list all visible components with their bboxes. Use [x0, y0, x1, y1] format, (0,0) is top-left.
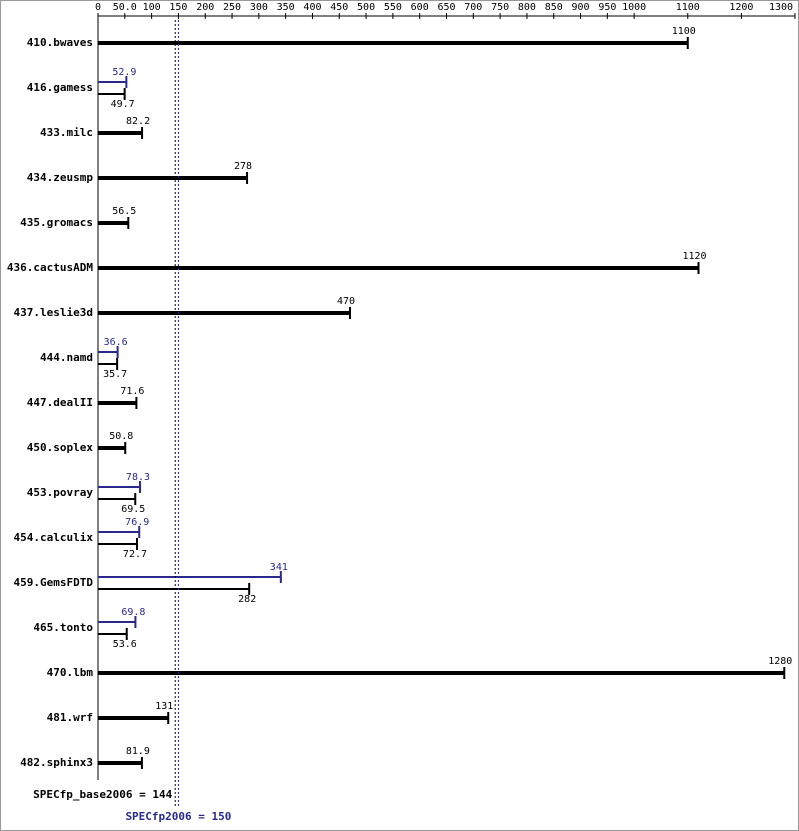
value-label: 76.9	[125, 517, 149, 528]
value-label: 52.9	[112, 67, 136, 78]
value-label: 341	[270, 562, 288, 573]
value-label: 278	[234, 161, 252, 172]
x-tick-label: 750	[491, 2, 509, 13]
category-label: 437.leslie3d	[14, 306, 93, 319]
category-label: 435.gromacs	[20, 216, 93, 229]
x-tick-label: 900	[572, 2, 590, 13]
x-tick-label: 1100	[676, 2, 700, 13]
category-label: 482.sphinx3	[20, 756, 93, 769]
value-label: 78.3	[126, 472, 150, 483]
x-tick-label: 550	[384, 2, 402, 13]
category-label: 450.soplex	[27, 441, 94, 454]
x-tick-label: 1300	[769, 2, 793, 13]
category-label: 470.lbm	[47, 666, 94, 679]
x-tick-label: 250	[223, 2, 241, 13]
category-label: 436.cactusADM	[7, 261, 93, 274]
value-label: 69.8	[121, 607, 145, 618]
x-tick-label: 300	[250, 2, 268, 13]
x-tick-label: 850	[545, 2, 563, 13]
x-tick-label: 800	[518, 2, 536, 13]
value-label: 1120	[682, 251, 706, 262]
category-label: 453.povray	[27, 486, 94, 499]
value-label: 69.5	[121, 504, 145, 515]
value-label: 470	[337, 296, 355, 307]
category-label: 454.calculix	[14, 531, 94, 544]
value-label: 36.6	[104, 337, 128, 348]
value-label: 81.9	[126, 746, 150, 757]
x-tick-label: 600	[411, 2, 429, 13]
value-label: 53.6	[113, 639, 137, 650]
category-label: 481.wrf	[47, 711, 93, 724]
category-label: 459.GemsFDTD	[14, 576, 94, 589]
x-tick-label: 0	[95, 2, 101, 13]
x-tick-label: 650	[437, 2, 455, 13]
category-label: 416.gamess	[27, 81, 93, 94]
x-tick-label: 500	[357, 2, 375, 13]
value-label: 1280	[768, 656, 792, 667]
category-label: 447.dealII	[27, 396, 93, 409]
x-tick-label: 950	[598, 2, 616, 13]
value-label: 72.7	[123, 549, 147, 560]
value-label: 1100	[672, 26, 696, 37]
value-label: 35.7	[103, 369, 127, 380]
x-tick-label: 400	[303, 2, 321, 13]
x-tick-label: 350	[277, 2, 295, 13]
value-label: 131	[155, 701, 173, 712]
value-label: 82.2	[126, 116, 150, 127]
category-label: 444.namd	[40, 351, 93, 364]
value-label: 49.7	[111, 99, 135, 110]
value-label: 71.6	[120, 386, 144, 397]
value-label: 282	[238, 594, 256, 605]
category-label: 410.bwaves	[27, 36, 93, 49]
x-tick-label: 200	[196, 2, 214, 13]
x-tick-label: 150	[169, 2, 187, 13]
value-label: 56.5	[112, 206, 136, 217]
base-score-label: SPECfp_base2006 = 144	[33, 788, 172, 801]
x-tick-label: 1000	[622, 2, 646, 13]
x-tick-label: 50.0	[113, 2, 137, 13]
category-label: 465.tonto	[33, 621, 93, 634]
peak-score-label: SPECfp2006 = 150	[125, 810, 231, 823]
x-tick-label: 450	[330, 2, 348, 13]
value-label: 50.8	[109, 431, 133, 442]
x-tick-label: 100	[143, 2, 161, 13]
x-tick-label: 1200	[729, 2, 753, 13]
category-label: 433.milc	[40, 126, 93, 139]
category-label: 434.zeusmp	[27, 171, 94, 184]
x-tick-label: 700	[464, 2, 482, 13]
